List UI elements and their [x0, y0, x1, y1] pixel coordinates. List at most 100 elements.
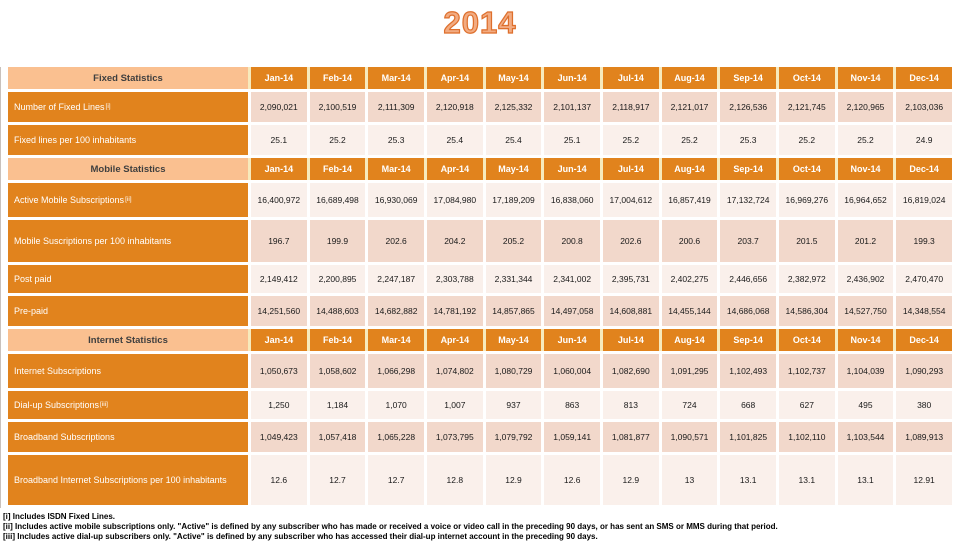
value-cell: 202.6	[368, 220, 424, 262]
value-cell: 25.2	[603, 125, 659, 155]
column-header: Feb-14	[309, 158, 366, 180]
table-row: Internet Subscriptions 1,050,673 1,058,602…	[8, 354, 952, 388]
column-header: Oct-14	[779, 329, 835, 351]
value-cell: 12.6	[251, 455, 307, 505]
value-cell: 12.9	[603, 455, 659, 505]
value-cell: 1,082,690	[603, 354, 659, 388]
table-left-edge-line	[0, 67, 1, 508]
table-row: Broadband Subscriptions 1,049,423 1,057,41…	[8, 422, 952, 452]
value-cell: 937	[485, 391, 542, 419]
column-header: Nov-14	[837, 158, 894, 180]
value-cell: 1,058,602	[309, 354, 366, 388]
column-header: May-14	[485, 329, 542, 351]
value-cell: 2,446,656	[720, 265, 776, 293]
column-header: Nov-14	[837, 67, 894, 89]
table-row: Post paid 2,149,412 2,200,895 2,247,187 2,30…	[8, 265, 952, 293]
value-cell: 2,121,745	[779, 92, 835, 122]
value-cell: 25.1	[251, 125, 307, 155]
row-label: Broadband Internet Subscriptions per 100…	[8, 455, 248, 505]
value-cell: 1,050,673	[251, 354, 307, 388]
value-cell: 16,400,972	[251, 183, 307, 217]
value-cell: 2,120,918	[427, 92, 483, 122]
value-cell: 17,189,209	[485, 183, 542, 217]
value-cell: 2,121,017	[661, 92, 718, 122]
value-cell: 201.5	[779, 220, 835, 262]
value-cell: 724	[661, 391, 718, 419]
table-row: Fixed lines per 100 inhabitants 25.1 25.2 2…	[8, 125, 952, 155]
value-cell: 14,682,882	[368, 296, 424, 326]
row-label: Broadband Subscriptions	[8, 422, 248, 452]
table-row: Number of Fixed Lines [i] 2,090,021 2,100,5…	[8, 92, 952, 122]
value-cell: 13	[661, 455, 718, 505]
column-header: May-14	[485, 158, 542, 180]
section-header-row: Mobile Statistics Jan-14 Feb-14 Mar-14 Apr-1…	[8, 158, 952, 180]
value-cell: 12.8	[427, 455, 483, 505]
value-cell: 25.3	[720, 125, 776, 155]
table-row: Pre-paid 14,251,560 14,488,603 14,682,882 14…	[8, 296, 952, 326]
value-cell: 200.8	[544, 220, 600, 262]
column-header: Oct-14	[779, 158, 835, 180]
value-cell: 12.7	[368, 455, 424, 505]
value-cell: 201.2	[837, 220, 894, 262]
value-cell: 2,395,731	[603, 265, 659, 293]
statistics-table: Fixed Statistics Jan-14 Feb-14 Mar-14 Apr-14…	[8, 67, 952, 508]
column-header: Dec-14	[896, 329, 952, 351]
value-cell: 25.2	[661, 125, 718, 155]
value-cell: 14,686,068	[720, 296, 776, 326]
value-cell: 25.1	[544, 125, 600, 155]
value-cell: 2,126,536	[720, 92, 776, 122]
section-header-label: Internet Statistics	[8, 329, 248, 351]
column-header: Dec-14	[896, 67, 952, 89]
column-header: Jan-14	[251, 67, 307, 89]
value-cell: 196.7	[251, 220, 307, 262]
value-cell: 202.6	[603, 220, 659, 262]
value-cell: 2,125,332	[485, 92, 542, 122]
column-header: Aug-14	[661, 329, 718, 351]
column-header: Sep-14	[720, 67, 776, 89]
value-cell: 1,102,493	[720, 354, 776, 388]
column-header: Apr-14	[427, 67, 483, 89]
value-cell: 14,586,304	[779, 296, 835, 326]
value-cell: 1,090,293	[896, 354, 952, 388]
column-header: Sep-14	[720, 158, 776, 180]
value-cell: 1,089,913	[896, 422, 952, 452]
column-header: Jul-14	[603, 67, 659, 89]
page-title: 2014	[443, 4, 517, 40]
value-cell: 1,079,792	[485, 422, 542, 452]
value-cell: 1,057,418	[309, 422, 366, 452]
value-cell: 12.91	[896, 455, 952, 505]
value-cell: 14,251,560	[251, 296, 307, 326]
value-cell: 2,341,002	[544, 265, 600, 293]
value-cell: 13.1	[779, 455, 835, 505]
value-cell: 204.2	[427, 220, 483, 262]
value-cell: 1,184	[309, 391, 366, 419]
value-cell: 863	[544, 391, 600, 419]
column-header: Nov-14	[837, 329, 894, 351]
value-cell: 2,436,902	[837, 265, 894, 293]
value-cell: 16,689,498	[309, 183, 366, 217]
column-header: Apr-14	[427, 329, 483, 351]
value-cell: 17,132,724	[720, 183, 776, 217]
footnote-i: [i] Includes ISDN Fixed Lines.	[3, 512, 116, 521]
value-cell: 24.9	[896, 125, 952, 155]
value-cell: 1,066,298	[368, 354, 424, 388]
value-cell: 2,303,788	[427, 265, 483, 293]
row-label: Active Mobile Subscriptions [ii]	[8, 183, 248, 217]
column-header: Aug-14	[661, 67, 718, 89]
column-header: Apr-14	[427, 158, 483, 180]
value-cell: 2,382,972	[779, 265, 835, 293]
value-cell: 1,081,877	[603, 422, 659, 452]
value-cell: 1,059,141	[544, 422, 600, 452]
value-cell: 2,100,519	[309, 92, 366, 122]
value-cell: 2,120,965	[837, 92, 894, 122]
value-cell: 25.4	[427, 125, 483, 155]
row-label: Number of Fixed Lines [i]	[8, 92, 248, 122]
value-cell: 2,101,137	[544, 92, 600, 122]
section-header-row: Internet Statistics Jan-14 Feb-14 Mar-14 Apr…	[8, 329, 952, 351]
column-header: Jul-14	[603, 158, 659, 180]
column-header: Sep-14	[720, 329, 776, 351]
value-cell: 1,080,729	[485, 354, 542, 388]
value-cell: 25.2	[779, 125, 835, 155]
value-cell: 1,007	[427, 391, 483, 419]
footnotes: [i] Includes ISDN Fixed Lines. [ii] Incl…	[3, 512, 957, 541]
